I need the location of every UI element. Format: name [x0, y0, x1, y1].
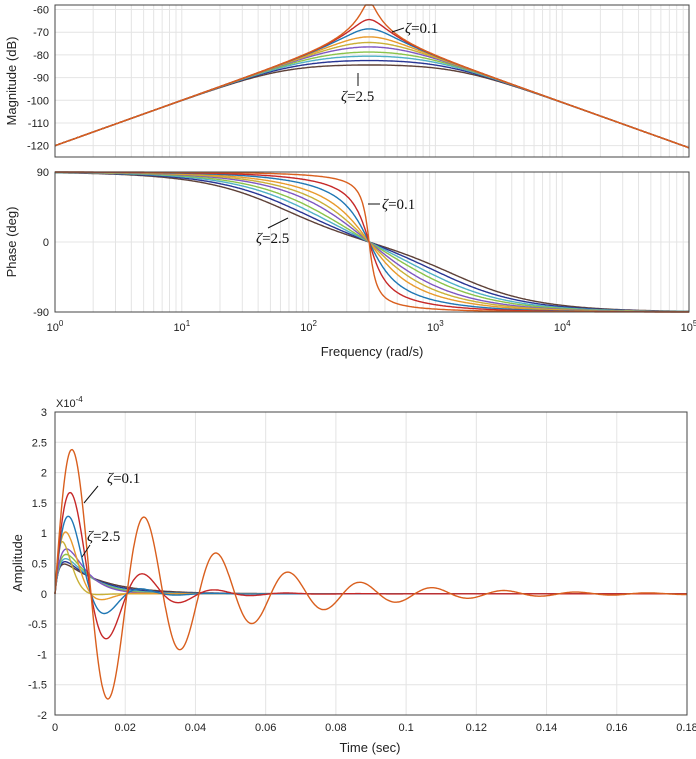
y-tick-label: -2: [37, 710, 47, 722]
phase-annotation-bottom: ζ=2.5: [256, 217, 289, 247]
phase-frame: [54, 171, 690, 313]
x-tick-label: 0.08: [325, 722, 346, 734]
magnitude-annotation-top: ζ=0.1: [391, 21, 438, 37]
step-frame: [54, 411, 688, 716]
zeta-symbol: ζ: [256, 231, 263, 247]
y-tick-label: -1.5: [28, 680, 47, 692]
step-annotation-top: ζ=0.1: [83, 471, 140, 504]
step-grid: [54, 411, 688, 716]
annotation-arrow-icon: [83, 485, 99, 504]
magnitude-ylabel: Magnitude (dB): [4, 37, 19, 126]
x-tick-label: 0.04: [185, 722, 206, 734]
y-tick-label: -70: [33, 27, 49, 39]
phase-y-ticks: 90 0 -90: [33, 167, 49, 319]
x-tick-label: 102: [300, 319, 317, 334]
svg-text:ζ=2.5: ζ=2.5: [256, 231, 289, 247]
svg-text:ζ=2.5: ζ=2.5: [87, 529, 120, 545]
magnitude-y-ticks: -60 -70 -80 -90 -100 -110 -120: [27, 5, 49, 153]
y-tick-label: 3: [41, 407, 47, 419]
step-x-ticks: 0 0.02 0.04 0.06 0.08 0.1 0.12 0.14 0.16 0.18: [52, 722, 696, 734]
magnitude-grid: [54, 5, 689, 157]
phase-panel: 90 0 -90 100 101 102 103 104 105 Phase (deg) Fr…: [4, 167, 696, 359]
y-tick-label: 90: [37, 167, 49, 179]
y-tick-label: 2.5: [32, 437, 47, 449]
phase-x-ticks: 100 101 102 103 104 105: [47, 319, 696, 334]
y-tick-label: 0.5: [32, 559, 47, 571]
x-tick-label: 100: [47, 319, 64, 334]
step-annotation-bottom: ζ=2.5: [81, 529, 120, 558]
y-tick-label: -60: [33, 5, 49, 17]
annotation-arrow-icon: [391, 27, 405, 33]
phase-grid: [54, 171, 689, 313]
svg-text:ζ=2.5: ζ=2.5: [341, 89, 374, 105]
zeta-symbol: ζ: [87, 529, 94, 545]
amplitude-multiplier: X10-4: [56, 395, 83, 410]
step-curves: [54, 448, 688, 700]
annotation-label: =2.5: [262, 231, 289, 247]
magnitude-curves: [54, 4, 690, 149]
zeta-symbol: ζ: [405, 21, 412, 37]
x-tick-label: 103: [427, 319, 444, 334]
x-tick-label: 101: [173, 319, 190, 334]
y-tick-label: 1: [41, 528, 47, 540]
svg-text:ζ=0.1: ζ=0.1: [405, 21, 438, 37]
y-tick-label: -100: [27, 95, 49, 107]
y-tick-label: -0.5: [28, 619, 47, 631]
x-tick-label: 105: [681, 319, 696, 334]
x-tick-label: 0.02: [115, 722, 136, 734]
y-tick-label: -90: [33, 307, 49, 319]
annotation-label: =2.5: [93, 529, 120, 545]
amplitude-ylabel: Amplitude: [10, 534, 25, 592]
x-tick-label: 104: [554, 319, 571, 334]
frequency-xlabel: Frequency (rad/s): [321, 344, 424, 359]
magnitude-frame: [54, 4, 690, 158]
y-tick-label: 2: [41, 468, 47, 480]
y-tick-label: 0: [41, 589, 47, 601]
svg-text:ζ=0.1: ζ=0.1: [107, 471, 140, 487]
y-tick-label: -90: [33, 73, 49, 85]
phase-annotation-top: ζ=0.1: [368, 197, 415, 213]
magnitude-series-zeta-0.25: [54, 18, 690, 149]
magnitude-annotation-bottom: ζ=2.5: [341, 73, 374, 105]
annotation-label: =0.1: [113, 471, 140, 487]
x-tick-label: 0.06: [255, 722, 276, 734]
annotation-arrow-icon: [81, 544, 91, 558]
y-tick-label: 0: [43, 237, 49, 249]
y-tick-label: -1: [37, 649, 47, 661]
x-tick-label: 0: [52, 722, 58, 734]
zeta-symbol: ζ: [107, 471, 114, 487]
zeta-symbol: ζ: [382, 197, 389, 213]
magnitude-panel: -60-70-80-90-100-110-120 Magnitude (dB) …: [4, 4, 690, 158]
annotation-arrow-icon: [267, 217, 289, 229]
step-y-ticks: 3 2.5 2 1.5 1 0.5 0 -0.5 -1 -1.5 -2: [28, 407, 47, 722]
y-tick-label: -120: [27, 141, 49, 153]
step-series-zeta-0.4: [54, 515, 687, 615]
annotation-label: =2.5: [347, 89, 374, 105]
zeta-symbol: ζ: [341, 89, 348, 105]
y-tick-label: -80: [33, 50, 49, 62]
step-series-zeta-0.1: [54, 448, 688, 700]
x-tick-label: 0.1: [398, 722, 413, 734]
x-tick-label: 0.16: [606, 722, 627, 734]
annotation-label: =0.1: [388, 197, 415, 213]
svg-text:ζ=0.1: ζ=0.1: [382, 197, 415, 213]
time-xlabel: Time (sec): [340, 740, 401, 755]
step-response-panel: 32.521.510.50-0.5-1-1.5-2 0 0.02 0.04 0.06 0…: [10, 395, 696, 755]
step-series-zeta-0.25: [54, 491, 687, 640]
phase-ylabel: Phase (deg): [4, 207, 19, 278]
x-tick-label: 0.14: [536, 722, 557, 734]
x-tick-label: 0.12: [466, 722, 487, 734]
annotation-label: =0.1: [411, 21, 438, 37]
x-tick-label: 0.18: [676, 722, 696, 734]
y-tick-label: 1.5: [32, 498, 47, 510]
magnitude-series-zeta-0.1: [54, 4, 690, 149]
y-tick-label: -110: [28, 118, 49, 130]
